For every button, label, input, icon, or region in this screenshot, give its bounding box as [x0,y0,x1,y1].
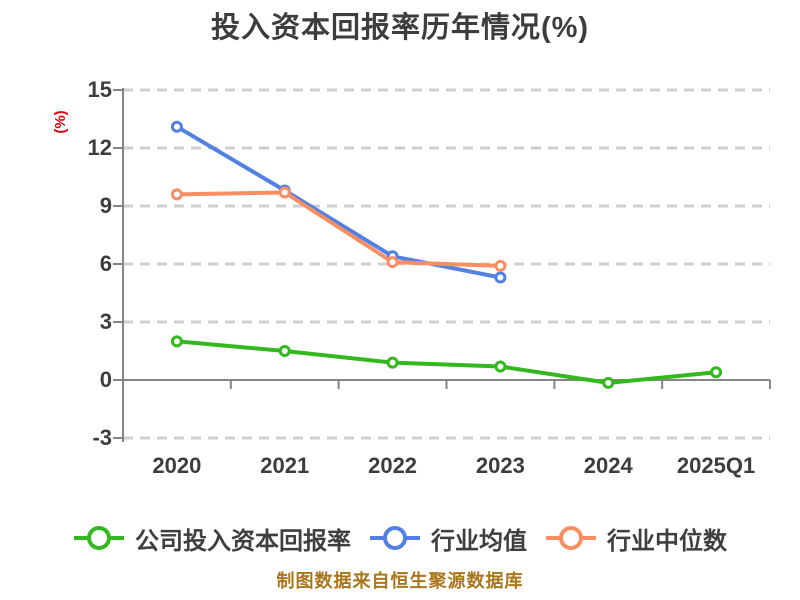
data-point-marker-company-roic [710,366,723,379]
data-point-marker-company-roic [494,360,507,373]
data-point-marker-industry-median [278,186,291,199]
x-tick-label-2024: 2024 [583,453,633,478]
data-point-marker-industry-median [170,188,183,201]
data-point-marker-company-roic [170,335,183,348]
data-point-marker-company-roic [602,376,615,389]
legend: 公司投入资本回报率 行业均值 行业中位数 [0,521,800,555]
data-point-marker-company-roic [386,356,399,369]
x-tick-label-2022: 2022 [368,453,418,478]
y-tick-label-12: 12 [87,135,112,160]
legend-item-company-roic: 公司投入资本回报率 [73,521,351,556]
x-tick-label-2020: 2020 [152,453,202,478]
legend-label-industry-median: 行业中位数 [607,527,727,555]
data-point-marker-industry-median [494,259,507,272]
y-tick-label-6: 6 [99,251,112,276]
series-line-industry-median [174,190,503,268]
data-point-marker-industry-mean [170,120,183,133]
y-tick-label-3: 3 [99,309,112,334]
legend-marker-icon-company-roic [74,526,124,550]
y-tick-label-9: 9 [99,193,112,218]
data-source-note: 制图数据来自恒生聚源数据库 [276,571,524,591]
series-line-company-roic [174,339,719,385]
legend-label-industry-mean: 行业均值 [431,527,527,555]
data-point-marker-industry-median [386,256,399,269]
x-tick-label-2021: 2021 [260,453,310,478]
legend-item-industry-median: 行业中位数 [545,521,727,556]
legend-marker-icon-industry-mean [370,526,420,550]
data-point-marker-company-roic [278,345,291,357]
chart-title: 投入资本回报率历年情况(%) [210,12,590,44]
y-tick-label-15: 15 [87,77,112,102]
data-point-marker-industry-mean [494,271,507,284]
legend-label-company-roic: 公司投入资本回报率 [135,527,351,555]
y-tick-label--3: -3 [92,425,112,450]
legend-marker-icon-industry-median [546,526,596,550]
x-tick-label-2025Q1: 2025Q1 [676,453,756,478]
legend-item-industry-mean: 行业均值 [369,521,527,556]
x-tick-label-2023: 2023 [475,453,525,478]
y-tick-label-0: 0 [99,367,112,392]
series-line-industry-mean [174,124,503,280]
